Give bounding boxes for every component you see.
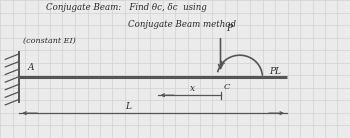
Text: C: C [224,83,230,91]
Text: Conjugate Beam method: Conjugate Beam method [128,20,236,29]
Text: (constant EI): (constant EI) [23,37,76,45]
Text: A: A [28,63,35,72]
Text: P: P [226,24,232,33]
Text: L: L [126,102,132,111]
Text: PL: PL [270,67,281,76]
Text: x: x [190,84,195,93]
Text: Conjugate Beam:   Find θc, δc  using: Conjugate Beam: Find θc, δc using [46,3,206,12]
